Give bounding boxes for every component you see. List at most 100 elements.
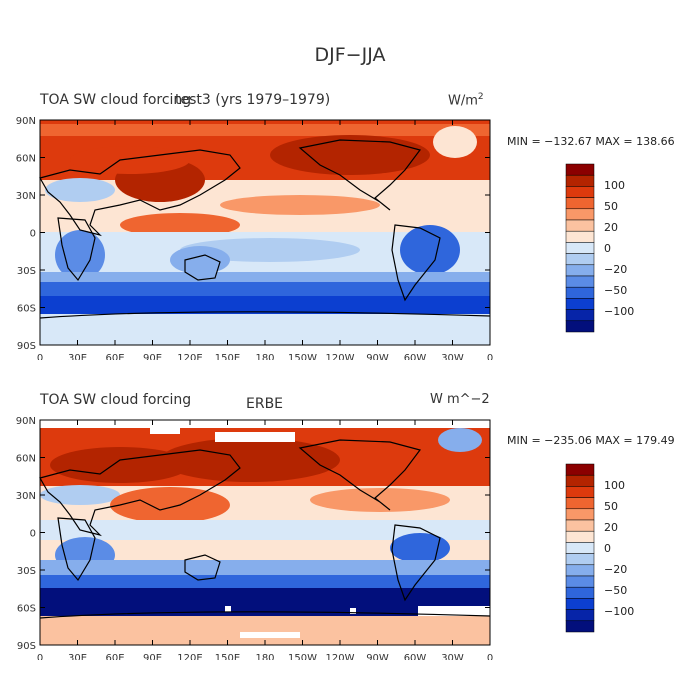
colorbar-swatch — [565, 186, 595, 198]
colorbar-swatch — [565, 230, 595, 243]
colorbar-swatch — [565, 208, 595, 221]
panel1-center-title: test3 (yrs 1979–1979) — [175, 92, 331, 108]
colorbar-label: −20 — [604, 263, 627, 276]
panel1-left-title: TOA SW cloud forcing — [40, 92, 192, 108]
colorbar-swatch — [565, 530, 595, 543]
lon-label: 90W — [366, 653, 389, 660]
lat-label: 90S — [17, 341, 36, 352]
colorbar-label: 20 — [604, 521, 618, 534]
lon-label: 30W — [441, 653, 464, 660]
panel2-units: W m^−2 — [430, 392, 490, 407]
lon-label: 0 — [37, 653, 43, 660]
lon-label: 60W — [404, 653, 427, 660]
panel1-minmax: MIN = −132.67 MAX = 138.66 — [507, 135, 675, 148]
panel1-map-field — [40, 120, 490, 345]
lon-label: 150E — [215, 353, 240, 360]
colorbar-label: 100 — [604, 179, 625, 192]
colorbar-label: 100 — [604, 479, 625, 492]
lon-label: 60E — [105, 353, 124, 360]
colorbar-label: −50 — [604, 284, 627, 297]
colorbar-swatch — [565, 174, 595, 187]
colorbar-label: 50 — [604, 500, 618, 513]
lon-label: 60E — [105, 653, 124, 660]
colorbar-swatch — [565, 564, 595, 577]
colorbar-label: 50 — [604, 200, 618, 213]
colorbar-label: −50 — [604, 584, 627, 597]
lat-label: 90N — [16, 116, 36, 127]
colorbar-swatch — [565, 486, 595, 498]
colorbar-swatch — [565, 474, 595, 487]
lat-label: 60N — [16, 454, 36, 465]
lon-label: 0 — [487, 353, 493, 360]
colorbar-swatch — [565, 463, 595, 476]
lat-label: 30N — [16, 191, 36, 202]
colorbar-label: 0 — [604, 242, 611, 255]
panel2-left-title: TOA SW cloud forcing — [40, 392, 192, 408]
colorbar-swatch — [565, 275, 595, 288]
colorbar-swatch — [565, 609, 595, 622]
panel2-lon-axis: 0 30E 60E 90E 120E 150E 180 150W 120W 90W 60W 30W 0 — [37, 420, 493, 660]
lon-label: 0 — [37, 353, 43, 360]
lat-label: 0 — [30, 229, 36, 240]
panel2-colorbar: 100 50 20 0 −20 −50 −100 — [565, 463, 634, 633]
panel1-units: W/m2 — [448, 92, 484, 109]
lat-label: 60S — [17, 304, 36, 315]
lat-label: 30S — [17, 266, 36, 277]
lat-label: 60S — [17, 604, 36, 615]
colorbar-swatch — [565, 163, 595, 176]
lon-label: 0 — [487, 653, 493, 660]
lon-label: 120E — [177, 353, 202, 360]
lat-label: 30S — [17, 566, 36, 577]
lon-label: 120W — [326, 653, 355, 660]
lon-label: 90W — [366, 353, 389, 360]
panel2-minmax: MIN = −235.06 MAX = 179.49 — [507, 434, 675, 447]
colorbar-label: −20 — [604, 563, 627, 576]
panel1-map-svg: 90N 60N 30N 0 30S 60S 90S 0 30E 60E 90E 120E 150E 18… — [16, 116, 493, 360]
lon-label: 150E — [215, 653, 240, 660]
lon-label: 120E — [177, 653, 202, 660]
panel2-map-field — [40, 420, 490, 645]
colorbar-label: −100 — [604, 305, 634, 318]
lon-label: 30E — [68, 353, 87, 360]
colorbar-swatch — [565, 542, 595, 554]
colorbar-swatch — [565, 242, 595, 254]
colorbar-swatch — [565, 253, 595, 266]
colorbar-swatch — [565, 553, 595, 566]
lon-label: 180 — [255, 653, 274, 660]
colorbar-swatch — [565, 519, 595, 532]
lon-label: 150W — [288, 653, 317, 660]
panel2-map-svg: 90N 60N 30N 0 30S 60S 90S 0 30E 60E 90E 120E 150E 18… — [16, 416, 493, 660]
lon-label: 180 — [255, 353, 274, 360]
figure-title: DJF−JJA — [314, 44, 386, 66]
panel1-coastlines — [39, 139, 491, 319]
lat-label: 90S — [17, 641, 36, 652]
lon-label: 150W — [288, 353, 317, 360]
lat-label: 0 — [30, 529, 36, 540]
lon-label: 30E — [68, 653, 87, 660]
colorbar-label: −100 — [604, 605, 634, 618]
panel1-lat-axis: 90N 60N 30N 0 30S 60S 90S — [16, 116, 490, 352]
colorbar-label: 0 — [604, 542, 611, 555]
panel1-colorbar: 100 50 20 0 −20 −50 −100 — [565, 163, 634, 333]
lon-label: 30W — [441, 353, 464, 360]
colorbar-swatch — [565, 298, 595, 310]
colorbar-swatch — [565, 497, 595, 510]
colorbar-swatch — [565, 309, 595, 322]
colorbar-swatch — [565, 508, 595, 521]
panel2-center-title: ERBE — [246, 396, 284, 412]
colorbar-swatch — [565, 620, 595, 633]
lat-label: 30N — [16, 491, 36, 502]
colorbar-swatch — [565, 320, 595, 333]
panel1-lon-axis: 0 30E 60E 90E 120E 150E 180 150W 120W 90W 60W 30W 0 — [37, 120, 493, 360]
colorbar-swatch — [565, 286, 595, 299]
panel2-lat-axis: 90N 60N 30N 0 30S 60S 90S — [16, 416, 490, 652]
colorbar-swatch — [565, 219, 595, 232]
colorbar-label: 20 — [604, 221, 618, 234]
colorbar-swatch — [565, 197, 595, 210]
colorbar-swatch — [565, 575, 595, 588]
lon-label: 90E — [143, 653, 162, 660]
colorbar-swatch — [565, 598, 595, 610]
panel2-coastlines — [39, 439, 491, 619]
lat-label: 60N — [16, 154, 36, 165]
lon-label: 60W — [404, 353, 427, 360]
